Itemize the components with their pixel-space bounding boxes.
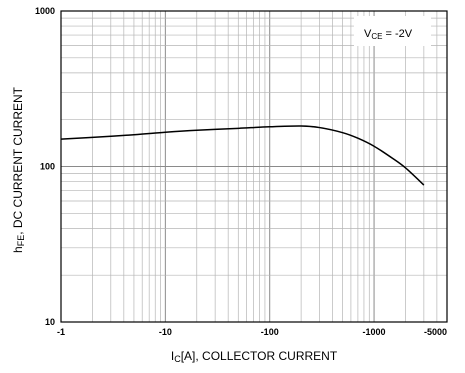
x-tick-label: -5000 [424,327,447,337]
plot-frame [60,10,448,323]
x-tick-label: -1000 [363,327,386,337]
y-axis-label: hFE, DC CURRENT CURRENT [11,86,26,253]
y-tick-label: 10 [45,317,55,327]
tick-labels: -1 -10 -100 -1000 -5000 10 100 1000 [35,6,447,337]
x-axis-label: IC[A], COLLECTOR CURRENT [171,349,338,364]
y-tick-label: 1000 [35,6,55,16]
hfe-curve [60,125,425,186]
legend-box [354,16,431,46]
x-tick-label: -100 [261,327,279,337]
grid [60,11,448,323]
legend: VCE = -2V [354,16,431,46]
legend-text: VCE = -2V [364,28,413,41]
y-tick-label: 100 [40,162,55,172]
x-tick-label: -10 [159,327,172,337]
x-tick-label: -1 [57,327,65,337]
